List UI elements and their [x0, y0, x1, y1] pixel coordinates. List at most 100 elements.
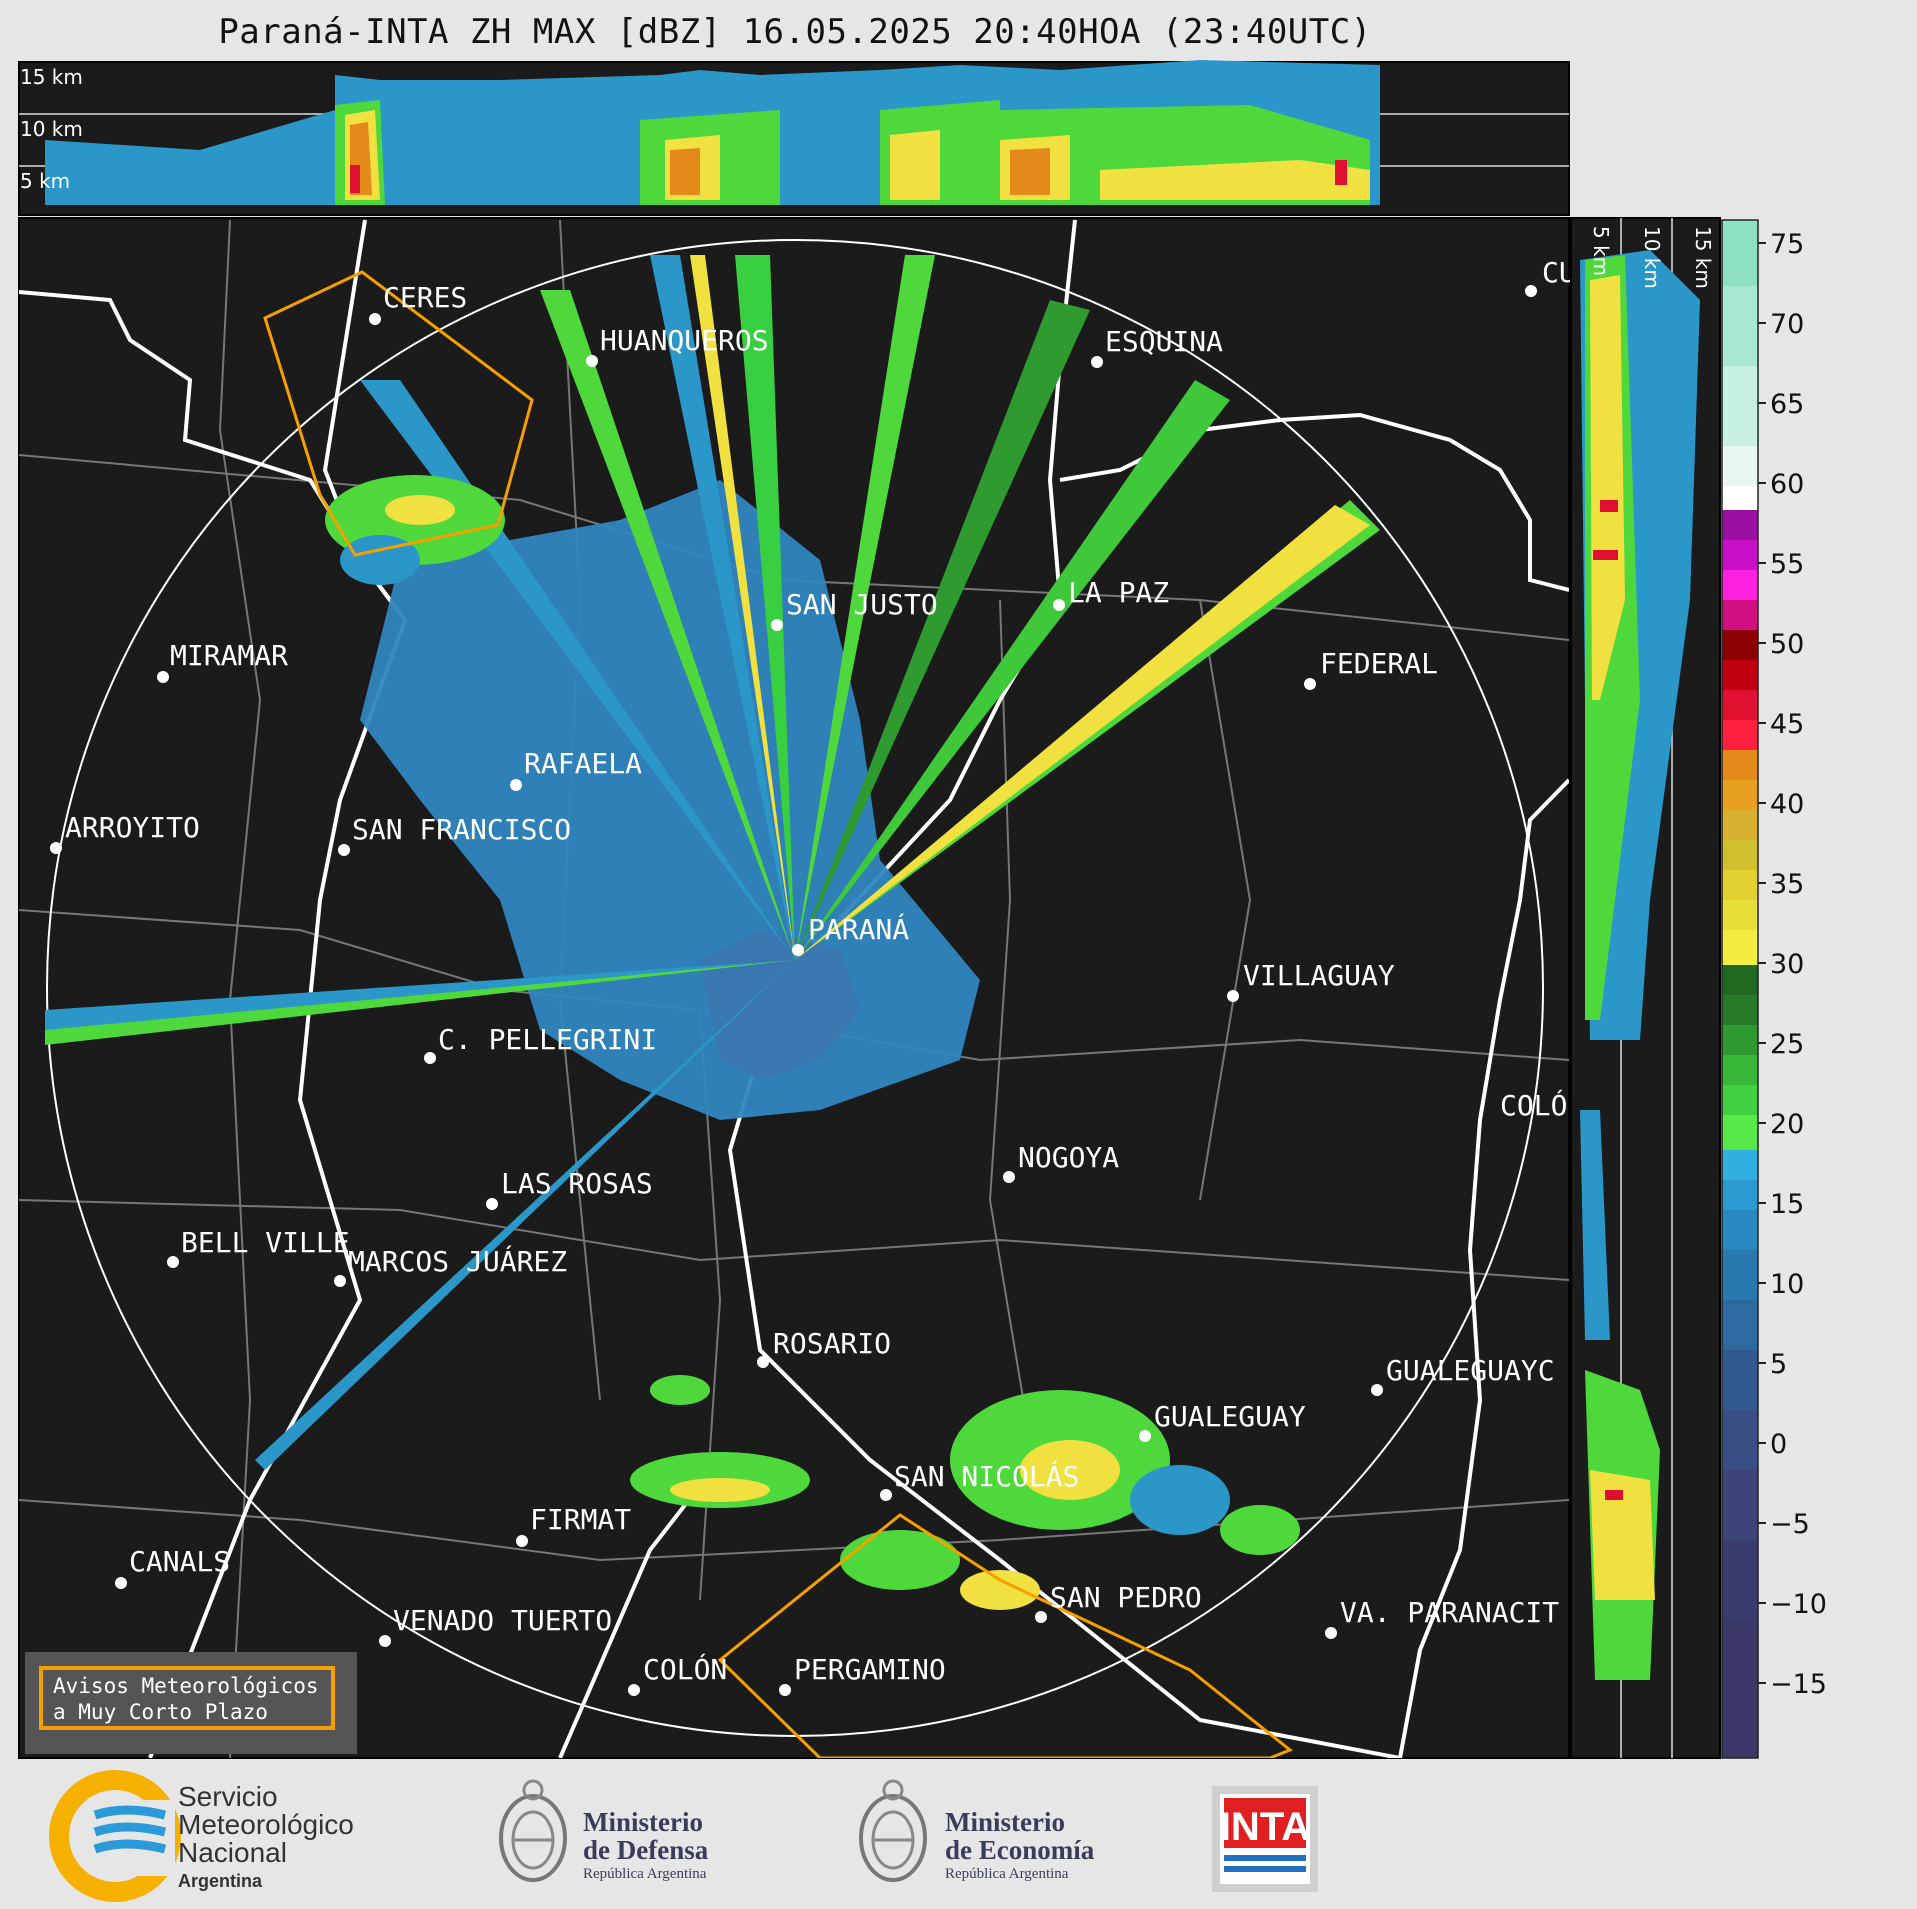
smn-logo-icon	[49, 1770, 181, 1902]
smn-logo-line: Nacional	[178, 1837, 287, 1868]
radar-map-panel: CERES HUANQUEROS ESQUINA CU SAN JUSTO LA…	[18, 217, 1576, 1759]
colorbar: 75 70 65 60 55 50 45 40 35 30 25 20 15 1…	[1721, 219, 1827, 1759]
city-marker: NOGOYA	[1003, 1141, 1119, 1183]
city-marker: HUANQUEROS	[586, 324, 769, 367]
city-marker: LA PAZ	[1053, 576, 1169, 611]
colorbar-tick: 15	[1770, 1189, 1804, 1220]
smn-logo-text: Servicio Meteorológico Nacional Argentin…	[178, 1783, 354, 1895]
colorbar-tick: 25	[1770, 1029, 1804, 1060]
city-marker: ESQUINA	[1091, 325, 1223, 368]
ministerio-line: de Economía	[945, 1835, 1095, 1865]
city-label: GUALEGUAYC	[1386, 1354, 1555, 1387]
colorbar-tick: 65	[1770, 389, 1804, 420]
coat-of-arms-icon	[499, 1779, 567, 1882]
city-marker: SAN PEDRO	[1035, 1581, 1202, 1623]
city-label: SAN PEDRO	[1050, 1581, 1202, 1614]
colorbar-tick: −10	[1770, 1589, 1827, 1620]
city-label: CERES	[383, 281, 467, 314]
city-label: LA PAZ	[1068, 576, 1169, 609]
city-label: BELL VILLE	[181, 1226, 350, 1259]
city-marker: SAN JUSTO	[771, 588, 938, 631]
inta-logo: INTA	[1212, 1786, 1318, 1892]
ministerio-line: de Defensa	[583, 1835, 709, 1865]
city-marker: MIRAMAR	[157, 639, 288, 683]
city-label: HUANQUEROS	[600, 324, 769, 357]
ministerio-economia-logo-text: Ministerio de Economía República Argenti…	[945, 1808, 1094, 1884]
city-marker: VA. PARANACIT	[1325, 1596, 1559, 1639]
warning-polygon	[717, 1513, 1293, 1758]
city-marker: SAN NICOLÁS	[880, 1459, 1079, 1501]
city-label: SAN FRANCISCO	[352, 813, 571, 846]
city-label: COLÓ	[1500, 1088, 1567, 1122]
city-label: ARROYITO	[65, 811, 200, 844]
city-marker: CERES	[369, 281, 467, 325]
top-height-label: 15 km	[20, 65, 83, 89]
ministerio-line: República Argentina	[945, 1866, 1069, 1882]
city-label: GUALEGUAY	[1154, 1400, 1306, 1433]
ministerio-line: República Argentina	[583, 1866, 707, 1882]
city-marker: PERGAMINO	[779, 1653, 946, 1696]
warning-legend-frame: Avisos Meteorológicos a Muy Corto Plazo	[39, 1666, 335, 1730]
city-label: VA. PARANACIT	[1340, 1596, 1559, 1629]
city-label: PARANÁ	[808, 912, 909, 946]
city-label: C. PELLEGRINI	[438, 1023, 657, 1056]
city-marker: SAN FRANCISCO	[338, 813, 571, 856]
inta-logo-text: INTA	[1220, 1805, 1310, 1849]
colorbar-tick: 20	[1770, 1109, 1804, 1140]
top-height-label: 5 km	[20, 169, 70, 193]
city-label: ROSARIO	[773, 1327, 891, 1360]
city-marker: ROSARIO	[757, 1327, 891, 1368]
ministerio-defensa-logo-text: Ministerio de Defensa República Argentin…	[583, 1808, 708, 1884]
smn-logo-line: Argentina	[178, 1871, 263, 1891]
city-marker: ARROYITO	[50, 811, 200, 854]
city-label: COLÓN	[643, 1652, 727, 1686]
warning-polygon	[263, 270, 534, 557]
warning-legend-line: a Muy Corto Plazo	[53, 1700, 268, 1724]
city-marker: GUALEGUAYC	[1371, 1354, 1555, 1396]
colorbar-tick: 60	[1770, 469, 1804, 500]
side-height-label: 5 km	[1589, 226, 1613, 276]
city-marker: COLÓ	[1500, 1088, 1567, 1122]
colorbar-tick: 45	[1770, 709, 1804, 740]
city-label: LAS ROSAS	[501, 1167, 653, 1200]
city-label: MARCOS JUÁREZ	[348, 1244, 567, 1278]
side-height-label: 10 km	[1640, 226, 1664, 289]
city-marker: VILLAGUAY	[1227, 959, 1395, 1002]
smn-logo-line: Meteorológico	[178, 1809, 354, 1840]
city-marker: LAS ROSAS	[486, 1167, 653, 1210]
smn-logo-line: Servicio	[178, 1781, 278, 1812]
radar-echoes	[45, 255, 1380, 1610]
top-height-label: 10 km	[20, 117, 83, 141]
colorbar-tick: 40	[1770, 789, 1804, 820]
colorbar-tick: 55	[1770, 549, 1804, 580]
city-marker: PARANÁ	[792, 912, 909, 956]
side-height-label: 15 km	[1691, 226, 1715, 289]
side-profile-panel: 5 km 10 km 15 km	[1570, 217, 1721, 1759]
city-marker: GUALEGUAY	[1139, 1400, 1306, 1442]
colorbar-tick: 50	[1770, 629, 1804, 660]
colorbar-tick: 0	[1770, 1429, 1787, 1460]
city-label: FEDERAL	[1320, 647, 1438, 680]
city-label: FIRMAT	[530, 1503, 631, 1536]
city-label: MIRAMAR	[170, 639, 288, 672]
colorbar-tick: 35	[1770, 869, 1804, 900]
warning-legend-box: Avisos Meteorológicos a Muy Corto Plazo	[25, 1652, 357, 1754]
ministerio-line: Ministerio	[945, 1807, 1065, 1837]
city-marker: CANALS	[115, 1545, 230, 1589]
city-label: VENADO TUERTO	[393, 1604, 612, 1637]
city-label: VILLAGUAY	[1243, 959, 1395, 992]
colorbar-tick: 70	[1770, 309, 1804, 340]
city-marker: FEDERAL	[1304, 647, 1438, 690]
colorbar-tick: 75	[1770, 229, 1804, 260]
colorbar-tick: −15	[1770, 1669, 1827, 1700]
city-markers: CERES HUANQUEROS ESQUINA CU SAN JUSTO LA…	[50, 256, 1576, 1696]
top-profile-panel: 15 km 10 km 5 km	[18, 60, 1570, 216]
map-title: Paraná-INTA ZH MAX [dBZ] 16.05.2025 20:4…	[218, 12, 1372, 52]
city-marker: VENADO TUERTO	[379, 1604, 612, 1647]
city-marker: MARCOS JUÁREZ	[334, 1244, 567, 1287]
colorbar-tick: −5	[1770, 1509, 1810, 1540]
coat-of-arms-icon	[859, 1779, 927, 1882]
city-label: SAN NICOLÁS	[894, 1459, 1079, 1493]
warning-legend-line: Avisos Meteorológicos	[53, 1674, 319, 1698]
city-marker: C. PELLEGRINI	[424, 1023, 657, 1064]
